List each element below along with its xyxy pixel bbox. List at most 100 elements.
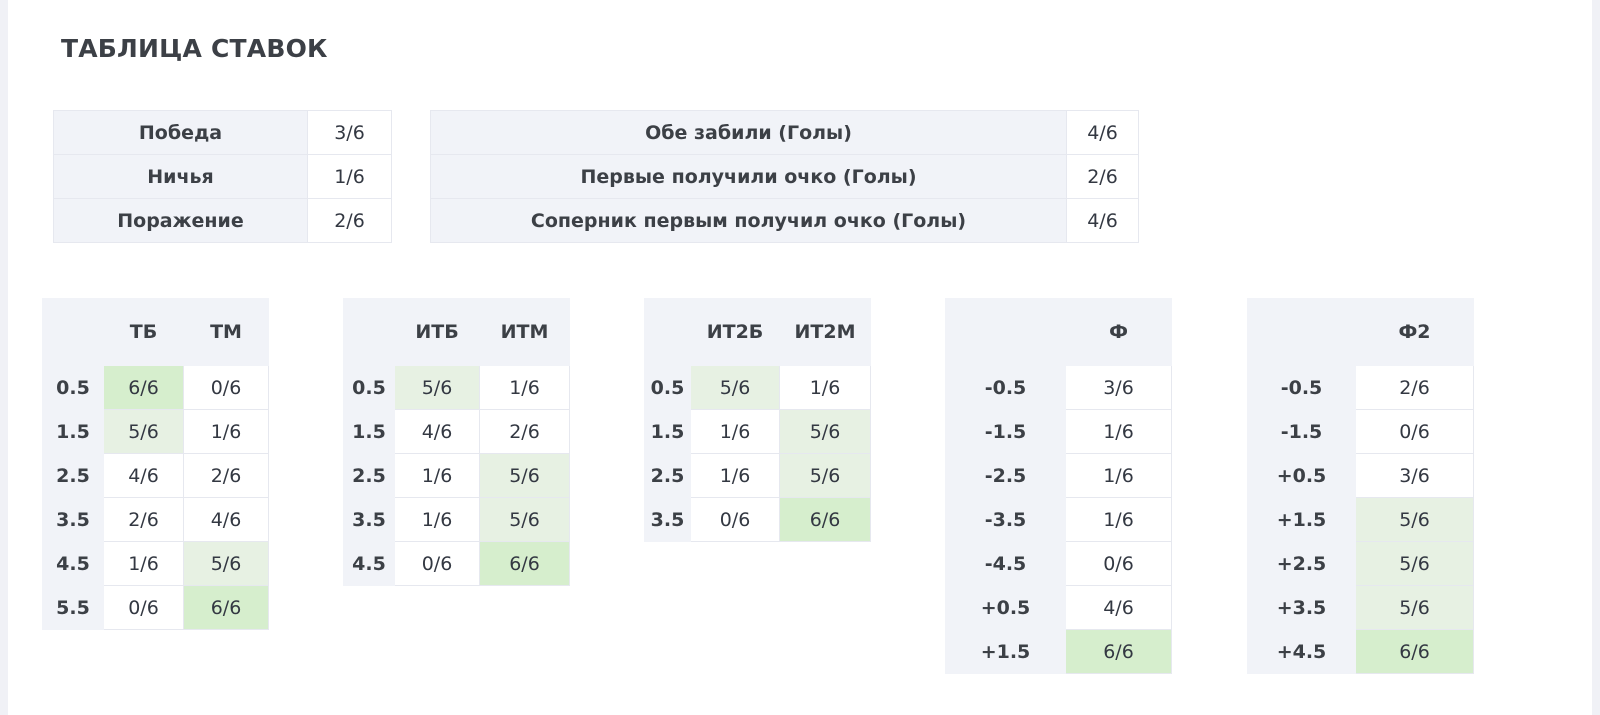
row-label: 3.5 — [644, 497, 691, 542]
row-label: 1.5 — [644, 409, 691, 454]
table-row: 3.5 1/6 5/6 — [343, 497, 570, 542]
goals-both-scored-label: Обе забили (Голы) — [430, 110, 1067, 155]
betting-table-card: ТАБЛИЦА СТАВОК Победа 3/6 Ничья 1/6 Пора… — [8, 0, 1592, 715]
table-row: Первые получили очко (Голы) 2/6 — [430, 154, 1139, 199]
odds-cell: 3/6 — [1355, 453, 1474, 498]
table-row: -0.5 2/6 — [1247, 365, 1474, 410]
odds-cell: 6/6 — [103, 365, 184, 410]
row-label: +0.5 — [1247, 453, 1356, 498]
odds-cell: 4/6 — [183, 497, 269, 542]
row-label: +1.5 — [945, 629, 1066, 674]
odds-cell: 1/6 — [690, 409, 780, 454]
odds-cell: 0/6 — [394, 541, 480, 586]
odds-cell: 1/6 — [1065, 409, 1172, 454]
odds-cell: 5/6 — [183, 541, 269, 586]
odds-cell: 1/6 — [1065, 497, 1172, 542]
odds-cell: 5/6 — [779, 453, 871, 498]
odds-cell: 6/6 — [1355, 629, 1474, 674]
team1-totals-table: ИТБ ИТМ 0.5 5/6 1/6 1.5 4/6 2/6 2.5 1/6 … — [343, 298, 570, 586]
odds-cell: 1/6 — [183, 409, 269, 454]
table-row: -3.5 1/6 — [945, 497, 1172, 542]
corner-cell — [343, 298, 395, 366]
row-label: 4.5 — [42, 541, 104, 586]
row-label: 4.5 — [343, 541, 395, 586]
table-row: +0.5 3/6 — [1247, 453, 1474, 498]
table-row: +1.5 6/6 — [945, 629, 1172, 674]
odds-cell: 2/6 — [103, 497, 184, 542]
results-summary-table: Победа 3/6 Ничья 1/6 Поражение 2/6 — [53, 110, 392, 243]
page-title: ТАБЛИЦА СТАВОК — [61, 34, 328, 63]
odds-cell: 0/6 — [690, 497, 780, 542]
result-win-value: 3/6 — [307, 110, 392, 155]
table-row: 5.5 0/6 6/6 — [42, 585, 269, 630]
column-header-over: ИТ2Б — [690, 298, 780, 366]
row-label: +3.5 — [1247, 585, 1356, 630]
table-row: +2.5 5/6 — [1247, 541, 1474, 586]
row-label: -4.5 — [945, 541, 1066, 586]
table-row: 2.5 1/6 5/6 — [343, 453, 570, 498]
table-row: Обе забили (Голы) 4/6 — [430, 110, 1139, 155]
table-row: Победа 3/6 — [53, 110, 392, 155]
row-label: +0.5 — [945, 585, 1066, 630]
odds-cell: 5/6 — [1355, 541, 1474, 586]
row-label: -1.5 — [945, 409, 1066, 454]
table-row: 1.5 1/6 5/6 — [644, 409, 871, 454]
row-label: 3.5 — [343, 497, 395, 542]
row-label: 2.5 — [343, 453, 395, 498]
result-loss-value: 2/6 — [307, 198, 392, 243]
table-row: -2.5 1/6 — [945, 453, 1172, 498]
table-header-row: ТБ ТМ — [42, 298, 269, 366]
goals-opponent-first-value: 4/6 — [1066, 198, 1139, 243]
result-draw-label: Ничья — [53, 154, 308, 199]
result-loss-label: Поражение — [53, 198, 308, 243]
column-header-under: ИТМ — [479, 298, 570, 366]
result-win-label: Победа — [53, 110, 308, 155]
table-header-row: ИТ2Б ИТ2М — [644, 298, 871, 366]
odds-cell: 1/6 — [394, 497, 480, 542]
table-row: +4.5 6/6 — [1247, 629, 1474, 674]
odds-cell: 4/6 — [394, 409, 480, 454]
corner-cell — [644, 298, 691, 366]
odds-cell: 1/6 — [1065, 453, 1172, 498]
corner-cell — [945, 298, 1066, 366]
table-row: +3.5 5/6 — [1247, 585, 1474, 630]
odds-cell: 1/6 — [479, 365, 570, 410]
odds-cell: 6/6 — [779, 497, 871, 542]
handicap1-table: Ф -0.5 3/6 -1.5 1/6 -2.5 1/6 -3.5 1/6 -4… — [945, 298, 1172, 674]
row-label: -0.5 — [1247, 365, 1356, 410]
row-label: -1.5 — [1247, 409, 1356, 454]
table-row: 1.5 5/6 1/6 — [42, 409, 269, 454]
table-header-row: Ф2 — [1247, 298, 1474, 366]
corner-cell — [42, 298, 104, 366]
odds-cell: 0/6 — [183, 365, 269, 410]
column-header-under: ИТ2М — [779, 298, 871, 366]
result-draw-value: 1/6 — [307, 154, 392, 199]
row-label: 0.5 — [644, 365, 691, 410]
odds-cell: 1/6 — [394, 453, 480, 498]
table-row: 1.5 4/6 2/6 — [343, 409, 570, 454]
table-row: -0.5 3/6 — [945, 365, 1172, 410]
column-header-handicap: Ф2 — [1355, 298, 1474, 366]
odds-cell: 0/6 — [103, 585, 184, 630]
column-header-under: ТМ — [183, 298, 269, 366]
table-row: 0.5 5/6 1/6 — [343, 365, 570, 410]
odds-cell: 1/6 — [690, 453, 780, 498]
table-row: 4.5 0/6 6/6 — [343, 541, 570, 586]
odds-cell: 0/6 — [1355, 409, 1474, 454]
table-row: 0.5 5/6 1/6 — [644, 365, 871, 410]
table-row: 0.5 6/6 0/6 — [42, 365, 269, 410]
row-label: 1.5 — [42, 409, 104, 454]
odds-cell: 2/6 — [1355, 365, 1474, 410]
table-header-row: Ф — [945, 298, 1172, 366]
row-label: -0.5 — [945, 365, 1066, 410]
odds-cell: 5/6 — [394, 365, 480, 410]
corner-cell — [1247, 298, 1356, 366]
row-label: +1.5 — [1247, 497, 1356, 542]
table-row: 3.5 2/6 4/6 — [42, 497, 269, 542]
column-header-over: ИТБ — [394, 298, 480, 366]
odds-cell: 0/6 — [1065, 541, 1172, 586]
table-row: +0.5 4/6 — [945, 585, 1172, 630]
table-row: -4.5 0/6 — [945, 541, 1172, 586]
table-row: Ничья 1/6 — [53, 154, 392, 199]
row-label: 0.5 — [42, 365, 104, 410]
